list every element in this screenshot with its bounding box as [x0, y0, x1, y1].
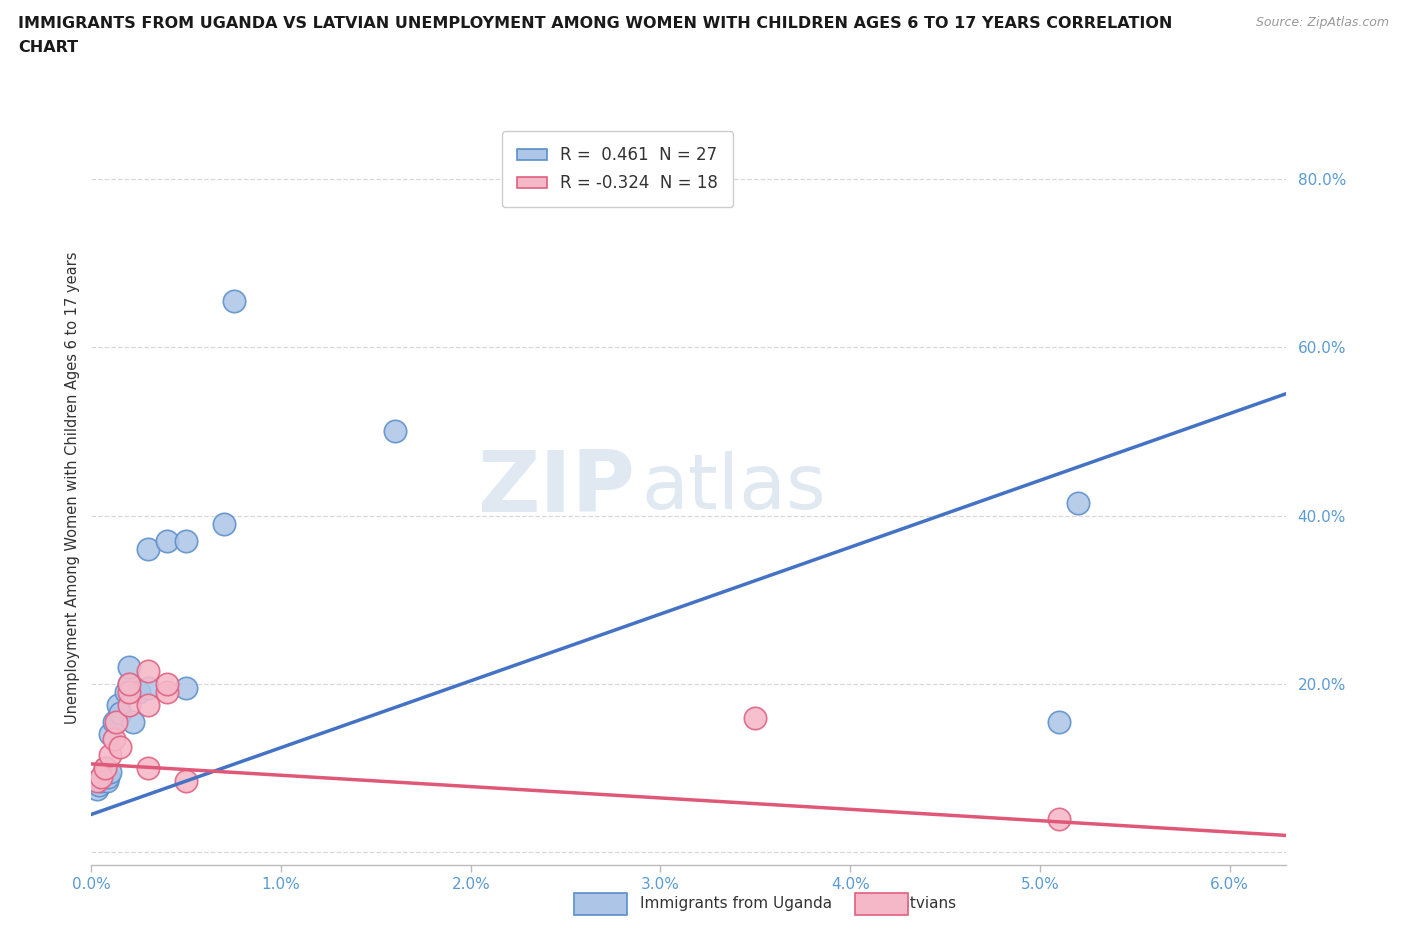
Text: IMMIGRANTS FROM UGANDA VS LATVIAN UNEMPLOYMENT AMONG WOMEN WITH CHILDREN AGES 6 : IMMIGRANTS FROM UGANDA VS LATVIAN UNEMPL… — [18, 16, 1173, 31]
Point — [118, 698, 141, 712]
Point — [87, 777, 110, 792]
Text: atlas: atlas — [641, 451, 825, 525]
Point — [118, 659, 141, 674]
Point — [1067, 496, 1090, 511]
Point — [105, 714, 128, 729]
Point — [136, 761, 159, 776]
Text: Latvians: Latvians — [893, 897, 957, 911]
Point — [90, 773, 112, 788]
Point — [86, 782, 108, 797]
Point — [174, 534, 197, 549]
Point — [93, 761, 115, 776]
Point — [118, 676, 141, 691]
Point — [98, 748, 121, 763]
Point — [136, 664, 159, 679]
Point — [90, 769, 112, 784]
Legend: R =  0.461  N = 27, R = -0.324  N = 18: R = 0.461 N = 27, R = -0.324 N = 18 — [502, 131, 733, 207]
Point — [744, 711, 766, 725]
Point — [128, 684, 150, 699]
Point — [97, 769, 120, 784]
Point — [103, 714, 125, 729]
Point — [174, 773, 197, 788]
Point — [108, 706, 131, 721]
Point — [136, 542, 159, 557]
Point — [156, 676, 179, 691]
Point — [136, 698, 159, 712]
Point — [98, 764, 121, 779]
Point — [122, 714, 145, 729]
Text: Immigrants from Uganda: Immigrants from Uganda — [640, 897, 832, 911]
Point — [222, 294, 245, 309]
Point — [107, 698, 129, 712]
Point — [114, 684, 136, 699]
Point — [118, 684, 141, 699]
Point — [136, 681, 159, 696]
Text: CHART: CHART — [18, 40, 79, 55]
Point — [1047, 811, 1070, 826]
Point — [86, 773, 108, 788]
Point — [1047, 714, 1070, 729]
Y-axis label: Unemployment Among Women with Children Ages 6 to 17 years: Unemployment Among Women with Children A… — [65, 252, 80, 724]
Point — [174, 681, 197, 696]
Point — [91, 769, 114, 784]
Point — [98, 727, 121, 742]
Point — [384, 424, 406, 439]
Point — [212, 516, 235, 531]
Point — [103, 731, 125, 746]
Point — [156, 534, 179, 549]
Text: ZIP: ZIP — [478, 446, 636, 530]
Point — [156, 684, 179, 699]
Point — [108, 739, 131, 754]
Point — [93, 761, 115, 776]
Text: Source: ZipAtlas.com: Source: ZipAtlas.com — [1256, 16, 1389, 29]
Point — [96, 773, 118, 788]
Point — [118, 676, 141, 691]
